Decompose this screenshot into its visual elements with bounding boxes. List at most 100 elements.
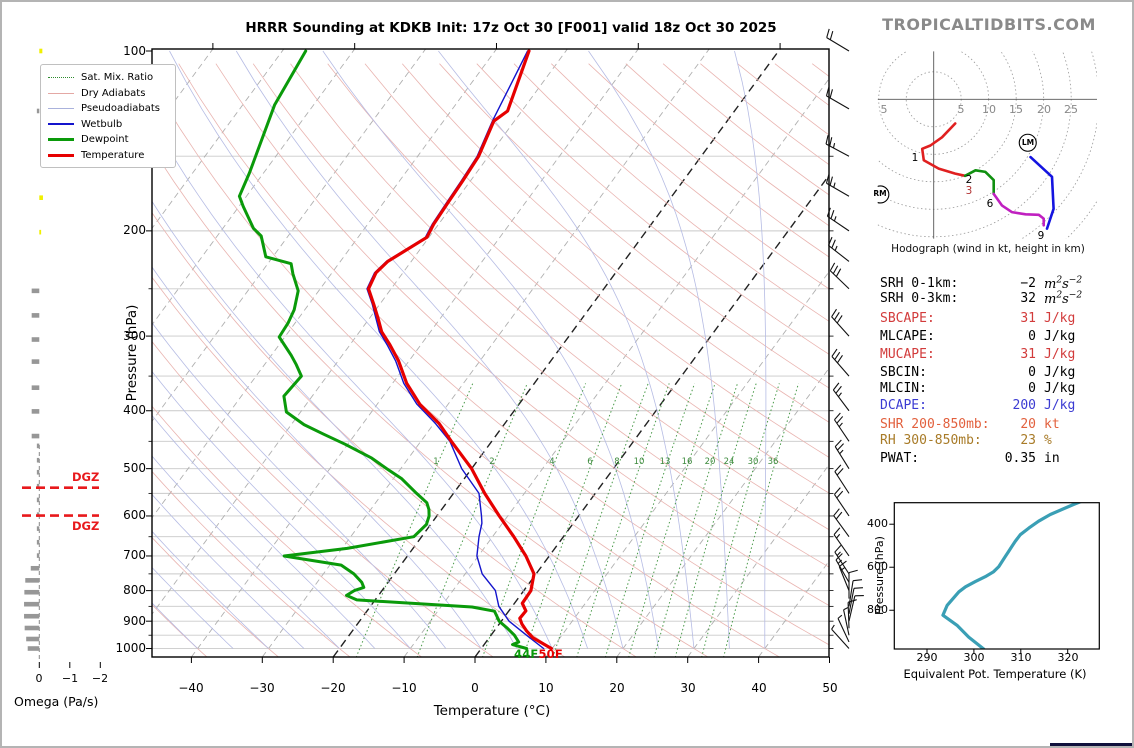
skewt-legend: Sat. Mix. Ratio Dry Adiabats Pseudoadiabat…: [40, 64, 176, 168]
stat-unit: J/kg: [1044, 328, 1076, 344]
wind-barb: [834, 464, 850, 494]
temperature-tick-label: −30: [249, 681, 275, 695]
mixing-ratio-line: [604, 383, 696, 657]
mixing-ratio-label: 8: [614, 457, 620, 467]
dry-adiabat: [364, 63, 829, 458]
legend-item: Dry Adiabats: [48, 86, 168, 102]
wind-barb-feather: [829, 137, 833, 147]
dgz-lower-label: DGZ: [72, 519, 100, 533]
wind-barb-staff: [832, 389, 850, 412]
pseudoadiabat: [152, 455, 340, 649]
isotherm-highlight: [474, 174, 829, 657]
wind-barb-feather: [836, 490, 844, 499]
wind-barb-feather: [831, 239, 836, 249]
omega-up-bar: [39, 195, 43, 200]
stat-label: SRH 0-1km:: [880, 276, 959, 291]
wind-barb-staff: [835, 559, 850, 583]
mixing-ratio-label: 16: [681, 457, 693, 467]
thetae-plot: [941, 502, 1082, 650]
storm-motion-label-lm: LM: [1021, 138, 1035, 147]
wind-barb-staff: [828, 244, 850, 262]
thetae-y-tick-label: 600: [867, 560, 888, 573]
temperature-tick-label: 40: [751, 681, 767, 695]
omega-bar: [24, 613, 40, 619]
omega-bar: [36, 457, 40, 463]
wind-barb: [837, 614, 850, 643]
omega-bar: [36, 108, 40, 114]
omega-bar: [31, 337, 40, 342]
thetae-y-tick-label: 800: [867, 603, 888, 616]
wind-barb-staff: [834, 471, 850, 494]
legend-line-sample: [48, 123, 74, 126]
dry-adiabat: [152, 470, 351, 657]
wind-barb-half-feather: [832, 142, 836, 149]
legend-item-label: Sat. Mix. Ratio: [81, 72, 154, 84]
dewpoint-curve: [237, 49, 529, 650]
hodograph-caption: Hodograph (wind in kt, height in km): [891, 243, 1085, 255]
pseudoadiabat: [588, 50, 730, 649]
dry-adiabat: [476, 63, 829, 355]
omega-tick-label: 0: [35, 672, 43, 685]
stat-label: SBCIN:: [880, 365, 927, 380]
stat-value: 0: [1028, 328, 1036, 344]
skewt-frame: [151, 48, 830, 658]
isotherm: [152, 49, 568, 615]
mixing-ratio-label: 20: [704, 457, 716, 467]
isotherm: [687, 463, 829, 657]
wind-barb-staff: [838, 566, 850, 591]
stat-row: SHR 200-850mb: 20 kt: [878, 417, 1088, 433]
dry-adiabat: [252, 63, 829, 568]
pressure-tick-label: 300: [123, 329, 146, 343]
page-title: HRRR Sounding at KDKB Init: 17z Oct 30 […: [245, 20, 777, 36]
wind-barb-column: [825, 28, 864, 649]
wind-barb-feather: [830, 209, 835, 219]
wind-barb-half-feather: [836, 551, 841, 556]
skewt-y-axis-label: Pressure (hPa): [124, 304, 140, 402]
corner-strip: [1050, 743, 1132, 746]
wind-barb-staff: [826, 95, 850, 110]
isotherm-highlight: [332, 49, 781, 657]
stat-value: 0: [1028, 380, 1036, 396]
hodograph-ring-label: 10: [982, 103, 996, 116]
temperature-tick-label: 20: [609, 681, 625, 695]
mixing-ratio-line: [576, 383, 670, 657]
dry-adiabat: [152, 81, 781, 657]
pseudoadiabat: [322, 50, 659, 649]
wind-barb-feather: [826, 207, 831, 217]
pressure-tick-label: 900: [123, 614, 146, 628]
stat-unit: J/kg: [1044, 346, 1076, 362]
legend-item-label: Dry Adiabats: [81, 87, 146, 99]
legend-item: Temperature: [48, 148, 168, 164]
wind-barb-half-feather: [837, 614, 843, 619]
dry-adiabat: [152, 405, 423, 657]
wind-barb-half-feather: [838, 422, 843, 428]
hodograph-ring-label: 20: [1037, 103, 1051, 116]
thetae-x-tick-label: 300: [963, 651, 985, 664]
omega-tick-label: −2: [91, 672, 109, 685]
dry-adiabat: [152, 340, 494, 657]
wind-barb-half-feather: [833, 182, 836, 188]
stat-unit: J/kg: [1044, 398, 1076, 413]
dry-adiabat: [401, 63, 829, 423]
stat-value: 31: [1020, 346, 1036, 362]
hodograph-height-label: 9: [1037, 230, 1045, 242]
wind-barb-staff: [831, 356, 850, 377]
pseudoadiabat: [152, 530, 269, 649]
wind-barb-staff: [827, 215, 850, 232]
stat-unit: kt: [1044, 417, 1060, 432]
legend-item: Dewpoint: [48, 132, 168, 148]
stat-unit: J/kg: [1044, 380, 1076, 396]
dry-adiabat: [439, 63, 829, 389]
wind-barb-half-feather: [836, 533, 841, 539]
pressure-tick-label: 200: [123, 223, 146, 237]
wind-barb-feather: [833, 508, 840, 517]
surface-temperature-label: 50F: [538, 647, 563, 661]
omega-up-bar: [39, 229, 42, 235]
stat-label: PWAT:: [880, 451, 920, 466]
wind-barb-half-feather: [837, 392, 842, 398]
pressure-tick-label: 1000: [115, 641, 146, 655]
omega-tick-label: −1: [61, 672, 79, 685]
thetae-curve: [941, 502, 1082, 650]
